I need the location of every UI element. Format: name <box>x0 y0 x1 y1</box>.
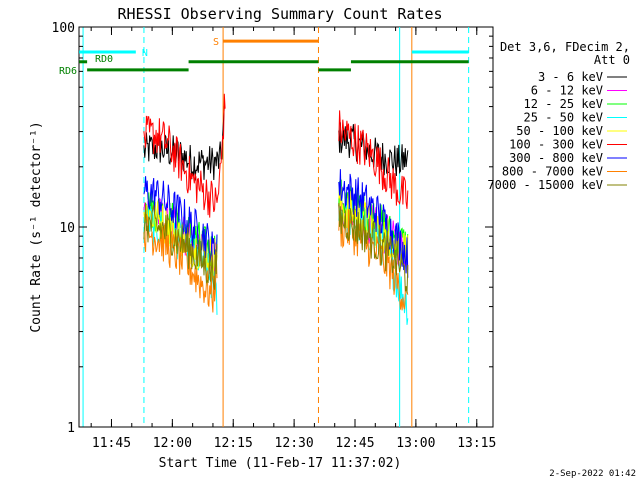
x-tick-label: 12:15 <box>214 436 253 451</box>
x-tick-label: 12:30 <box>275 436 314 451</box>
series-layer <box>143 93 409 325</box>
x-axis-ticks: 11:45 12:00 12:15 12:30 12:45 13:00 13:15 <box>90 27 496 451</box>
flag-bar-label: RD6 <box>59 66 77 77</box>
legend-header-line-2: Att 0 <box>594 53 630 67</box>
legend-entry-label: 100 - 300 keV <box>509 138 603 152</box>
x-tick-label: 12:00 <box>153 436 192 451</box>
legend-entry-label: 7000 - 15000 keV <box>487 178 603 192</box>
legend-entry-label: 800 - 7000 keV <box>502 165 603 179</box>
x-tick-label: 13:00 <box>396 436 435 451</box>
y-axis-ticks: 1 10 100 <box>52 21 493 436</box>
legend-entry-label: 50 - 100 keV <box>516 124 603 138</box>
generation-timestamp: 2-Sep-2022 01:42 <box>549 469 636 479</box>
legend-header-line-1: Det 3,6, FDecim 2, <box>500 40 630 54</box>
series-line <box>143 202 218 290</box>
plot-area <box>78 26 494 428</box>
legend-entry-label: 12 - 25 keV <box>524 97 603 111</box>
series-line <box>338 198 409 325</box>
x-tick-label: 11:45 <box>92 436 131 451</box>
y-axis-label: Count Rate (s⁻¹ detector⁻¹) <box>29 121 44 332</box>
series-line <box>143 176 218 267</box>
y-tick-label: 100 <box>52 21 75 36</box>
legend-entry-label: 6 - 12 keV <box>531 84 603 98</box>
x-tick-label: 13:15 <box>457 436 496 451</box>
x-axis-label: Start Time (11-Feb-17 11:37:02) <box>159 456 402 471</box>
flag-bar-label: S <box>213 37 219 48</box>
series-line <box>338 169 409 278</box>
legend-entry-label: 300 - 800 keV <box>509 151 603 165</box>
flag-bars: N S RD0 RD6 <box>59 37 469 77</box>
series-line <box>338 110 409 209</box>
legend-entry-label: 25 - 50 keV <box>524 111 603 125</box>
series-line <box>143 213 218 313</box>
flag-bar-label: RD0 <box>95 54 113 65</box>
y-tick-label: 1 <box>67 421 75 436</box>
flag-bar-label: N <box>142 48 148 59</box>
plot-frame <box>78 26 494 428</box>
y-tick-label: 10 <box>59 221 75 236</box>
legend-entry-label: 3 - 6 keV <box>538 70 603 84</box>
series-line <box>338 202 409 294</box>
chart-title: RHESSI Observing Summary Count Rates <box>117 5 442 23</box>
series-line <box>143 93 226 218</box>
vertical-marker-lines <box>82 27 470 427</box>
x-tick-label: 12:45 <box>335 436 374 451</box>
